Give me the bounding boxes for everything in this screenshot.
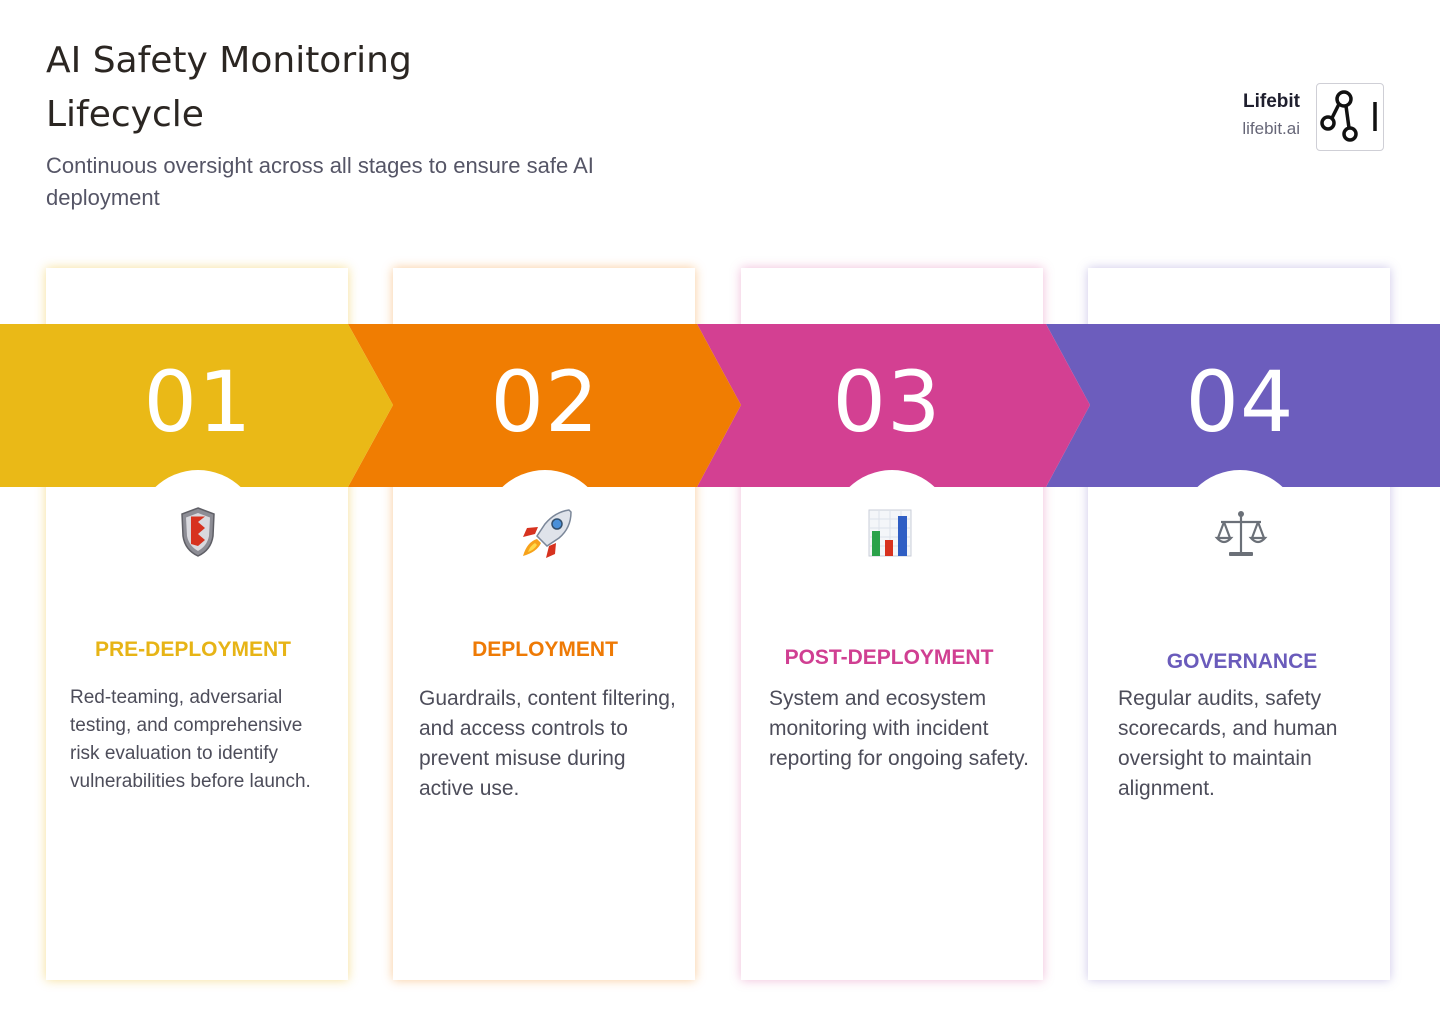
stage-title-3: POST-DEPLOYMENT [784,646,994,669]
stage-number-4: 04 [1185,353,1295,451]
rocket-icon [511,500,581,566]
page-subtitle: Continuous oversight across all stages t… [46,153,594,210]
stage-title-2: DEPLOYMENT [472,638,618,661]
stage-description-3: System and ecosystem monitoring with inc… [769,687,1029,770]
stage-arrow-4 [1046,324,1440,487]
stage-title-4: GOVERNANCE [1166,650,1318,673]
brand-name: Lifebit [1243,91,1300,112]
lifebit-logo-icon [1316,83,1384,151]
shield-icon [163,500,233,566]
page-title: AI Safety Monitoring Lifecycle [46,40,412,135]
stage-description-4: Regular audits, safety scorecards, and h… [1118,687,1338,800]
stage-number-1: 01 [143,353,253,451]
stage-arrow-3 [697,324,1090,487]
brand-url: lifebit.ai [1242,119,1300,138]
stage-number-3: 03 [832,353,942,451]
stage-arrow-band [0,324,1440,487]
stage-number-2: 02 [490,353,600,451]
stage-description-2: Guardrails, content filtering, and acces… [419,687,676,800]
stage-description-1: Red-teaming, adversarial testing, and co… [70,687,311,792]
scales-icon [1206,500,1276,566]
stage-arrow-2 [348,324,741,487]
brand-block: Lifebit lifebit.ai [1200,88,1300,142]
stage-arrow-1 [0,324,393,487]
bar-chart-icon [855,500,925,566]
stage-title-1: PRE-DEPLOYMENT [94,638,291,661]
